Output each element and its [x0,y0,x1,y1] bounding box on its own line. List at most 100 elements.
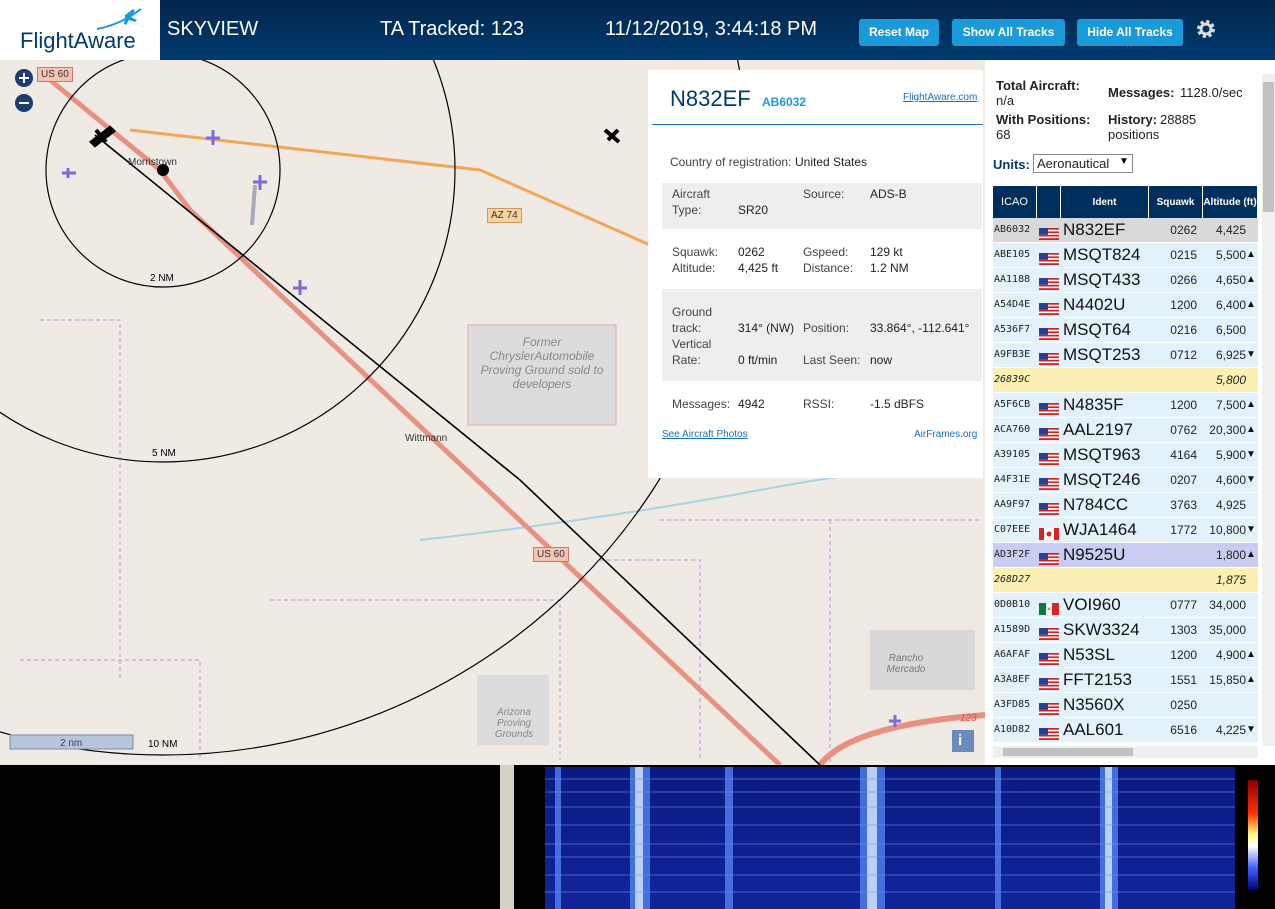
table-row[interactable]: A54D4E N4402U 1200 6,400 ▲ [993,293,1258,318]
altitude-cell: 6,925 [1215,348,1246,362]
field-label: Last Seen: [803,353,861,367]
field-label: Ground track: [672,305,713,335]
altitude-cell: 35,000 [1209,623,1246,637]
icao-cell: AB6032 [994,224,1031,235]
table-row[interactable]: AD3F2F N9525U 1,800 ▲ [993,543,1258,568]
altitude-cell: 6,500 [1215,323,1246,337]
hide-tracks-button[interactable]: Hide All Tracks [1077,19,1183,46]
table-row[interactable]: C07EEE WJA1464 1772 10,800 ▼ [993,518,1258,543]
squawk-cell: 0762 [1170,423,1197,437]
flag-cell [1039,218,1061,242]
table-row[interactable]: AA1188 MSQT433 0266 4,650 ▲ [993,268,1258,293]
trend-arrow: ▲ [1246,649,1256,660]
stat-label: History: [1108,112,1158,127]
squawk-cell: 0250 [1170,698,1197,712]
icao-cell: A4F31E [994,474,1031,485]
field-label: Distance: [803,261,854,275]
table-row[interactable]: A6AFAF N53SL 1200 4,900 ▲ [993,643,1258,668]
flag-cell [1039,293,1061,317]
trend-arrow: ▼ [1246,449,1256,460]
units-label: Units: [993,157,1030,172]
logo-icon [96,8,142,30]
show-tracks-button[interactable]: Show All Tracks [952,19,1065,46]
table-row[interactable]: A10D82 AAL601 6516 4,225 ▼ [993,718,1258,743]
tracked-count: TA Tracked: 123 [380,18,525,40]
flag-cell [1039,568,1061,592]
table-row[interactable]: A4F31E MSQT246 0207 4,600 ▼ [993,468,1258,493]
airframes-link[interactable]: AirFrames.org [914,429,978,440]
trend-arrow: ▲ [1246,549,1256,560]
trend-arrow: ▼ [1246,524,1256,535]
table-row[interactable]: A39105 MSQT963 4164 5,900 ▼ [993,443,1258,468]
squawk-cell: 4164 [1170,448,1197,462]
table-row[interactable]: AA9F97 N784CC 3763 4,925 [993,493,1258,518]
settings-icon[interactable] [1195,18,1217,40]
squawk-cell: 1772 [1170,523,1197,537]
ident-cell: AAL601 [1063,720,1124,739]
scrollbar[interactable] [1262,74,1275,746]
altitude-cell: 4,650 [1215,273,1246,287]
squawk-cell: 1303 [1170,623,1197,637]
field-value: 129 kt [870,245,903,259]
country-value: United States [795,155,868,169]
field-label: Altitude: [672,261,716,275]
ident-cell: N784CC [1063,495,1129,514]
reset-map-button[interactable]: Reset Map [859,19,939,46]
range-label: 2 NM [150,273,174,284]
flag-cell [1039,268,1061,292]
icao-cell: A6AFAF [994,649,1031,660]
place-label: Wittmann [405,433,448,444]
field-label: Squawk: [672,245,719,259]
squawk-cell: 6516 [1170,723,1197,737]
icao-cell: ACA760 [994,424,1031,435]
table-row[interactable]: 268D27 1,875 [993,568,1258,593]
ident-cell: MSQT963 [1063,445,1141,464]
icao-cell: ABE105 [994,249,1031,260]
flightaware-link[interactable]: FlightAware.com [903,92,978,103]
stat-value: 1128.0/sec [1180,85,1243,100]
table-row[interactable]: A3FD85 N3560X 0250 [993,693,1258,718]
table-row[interactable]: A5F6CB N4835F 1200 7,500 ▲ [993,393,1258,418]
field-value: now [870,353,893,367]
table-row[interactable]: 26839C 5,800 [993,368,1258,393]
trend-arrow: ▲ [1246,674,1256,685]
icao-cell: A3A8EF [994,674,1031,685]
photos-link[interactable]: See Aircraft Photos [662,429,748,440]
area-label: Arizona Proving Grounds [494,707,534,740]
h-scrollbar[interactable] [993,746,1258,758]
road-label: AZ 74 [487,208,522,223]
table-row[interactable]: A536F7 MSQT64 0216 6,500 [993,318,1258,343]
altitude-cell: 6,400 [1215,298,1246,312]
table-row[interactable]: AB6032 N832EF 0262 4,425 [993,218,1258,243]
table-row[interactable]: A1589D SKW3324 1303 35,000 [993,618,1258,643]
ident-cell: N53SL [1063,645,1115,664]
table-row[interactable]: 0D0B10 VOI960 0777 34,000 [993,593,1258,618]
altitude-cell: 1,800 [1215,548,1246,562]
ident-cell: N4402U [1063,295,1126,314]
field-value: 314° (NW) [738,321,795,335]
table-row[interactable]: ACA760 AAL2197 0762 20,300 ▲ [993,418,1258,443]
field-value: 33.864°, -112.641° [870,321,970,335]
field-value: 4,425 ft [738,261,779,275]
field-label: Gspeed: [803,245,849,259]
ident-cell: WJA1464 [1063,520,1137,539]
flag-cell [1039,493,1061,517]
stat-value: 68 [996,127,1011,142]
icao-cell: 268D27 [994,574,1031,585]
altitude-cell: 4,600 [1215,473,1246,487]
units-select[interactable]: Aeronautical [1033,154,1133,173]
flag-cell [1039,318,1061,342]
squawk-cell: 0262 [1170,223,1197,237]
altitude-cell: 5,500 [1215,248,1246,262]
field-label: Position: [803,321,850,335]
scale-bar: 2 nm [60,738,83,749]
country-label: Country of registration: [670,155,792,169]
table-row[interactable]: A3A8EF FFT2153 1551 15,850 ▲ [993,668,1258,693]
aircraft-popup [648,70,983,478]
info-button[interactable]: i [958,732,963,749]
squawk-cell: 0216 [1170,323,1197,337]
table-row[interactable]: A9FB3E MSQT253 0712 6,925 ▼ [993,343,1258,368]
altitude-cell: 4,425 [1215,223,1246,237]
table-row[interactable]: ABE105 MSQT824 0215 5,500 ▲ [993,243,1258,268]
